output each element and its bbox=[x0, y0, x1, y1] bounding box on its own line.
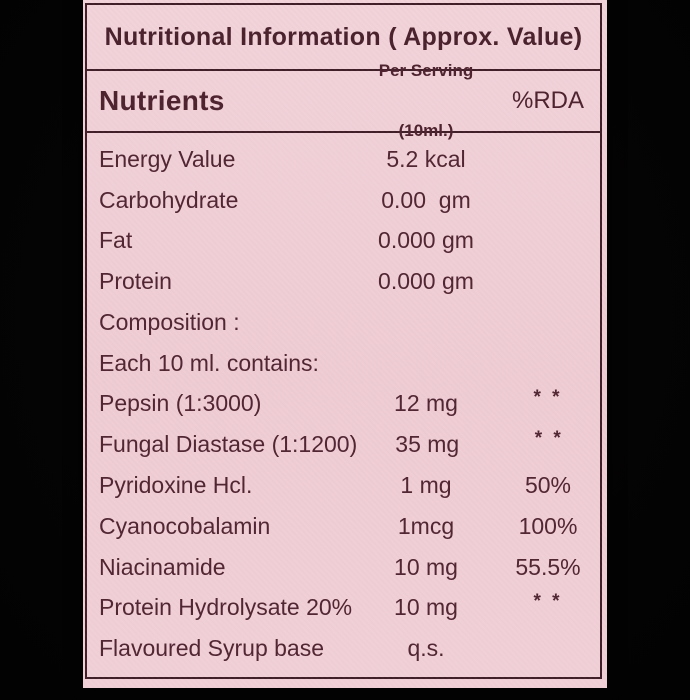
table-row: Each 10 ml. contains: bbox=[87, 343, 600, 384]
row-name: Protein bbox=[99, 268, 172, 295]
row-value: 12 mg bbox=[394, 390, 458, 417]
table-row: Fat 0.000 gm bbox=[87, 221, 600, 262]
row-name: Carbohydrate bbox=[99, 186, 239, 213]
row-value: 1 mg bbox=[400, 472, 452, 498]
row-rda: * * bbox=[534, 427, 564, 449]
row-name: Each 10 ml. contains: bbox=[99, 349, 319, 376]
row-name: Niacinamide bbox=[99, 553, 226, 580]
col-header-rda: %RDA bbox=[511, 87, 584, 114]
row-name: Fat bbox=[99, 227, 133, 254]
row-rda: * * bbox=[533, 590, 563, 612]
row-name: Pyridoxine Hcl. bbox=[99, 472, 253, 498]
table-row: Protein 0.000 gm bbox=[87, 261, 600, 302]
row-rda: * * bbox=[533, 386, 563, 408]
row-rda: 55.5% bbox=[515, 553, 581, 580]
row-name: Flavoured Syrup base bbox=[99, 635, 325, 662]
table-row: Pyridoxine Hcl. 1 mg 50% bbox=[87, 465, 600, 506]
row-rda: 50% bbox=[524, 472, 572, 498]
table-row: Carbohydrate 0.00 gm bbox=[87, 180, 600, 221]
row-name: Fungal Diastase (1:1200) bbox=[99, 431, 358, 458]
row-value: 5.2 kcal bbox=[386, 145, 466, 172]
row-name: Cyanocobalamin bbox=[99, 512, 271, 539]
row-value: q.s. bbox=[407, 635, 445, 662]
table-row: Fungal Diastase (1:1200) 35 mg * * bbox=[87, 424, 600, 465]
row-name: Composition : bbox=[99, 308, 240, 335]
table-row: Protein Hydrolysate 20% 10 mg * * bbox=[87, 587, 600, 628]
table-row: Composition : bbox=[87, 302, 600, 343]
nutrition-table: Nutritional Information ( Approx. Value)… bbox=[85, 3, 602, 679]
table-row: Pepsin (1:3000) 12 mg * * bbox=[87, 384, 600, 425]
table-row: Flavoured Syrup base q.s. bbox=[87, 628, 600, 669]
row-value: 0.000 gm bbox=[378, 227, 474, 254]
row-value: 10 mg bbox=[394, 594, 458, 621]
col-header-per-serving-line1: Per Serving bbox=[378, 61, 474, 80]
row-rda: 100% bbox=[518, 512, 578, 539]
page-title: Nutritional Information ( Approx. Value) bbox=[104, 22, 583, 51]
row-name: Pepsin (1:3000) bbox=[99, 390, 262, 417]
col-header-nutrients: Nutrients bbox=[99, 85, 225, 116]
row-value: 10 mg bbox=[394, 553, 458, 580]
label-title-row: Nutritional Information ( Approx. Value) bbox=[87, 5, 600, 71]
row-value: 35 mg bbox=[395, 431, 460, 458]
table-row: Energy Value 5.2 kcal bbox=[87, 139, 600, 180]
row-name: Protein Hydrolysate 20% bbox=[99, 594, 353, 621]
nutrition-rows: Energy Value 5.2 kcal Carbohydrate 0.00 … bbox=[87, 133, 600, 677]
col-header-per-serving: Per Serving (10ml.) bbox=[356, 21, 496, 181]
table-row: Niacinamide 10 mg 55.5% bbox=[87, 547, 600, 588]
row-value: 1mcg bbox=[397, 512, 455, 539]
row-value: 0.000 gm bbox=[378, 268, 474, 295]
nutrition-label: Nutritional Information ( Approx. Value)… bbox=[83, 0, 607, 688]
table-row: Cyanocobalamin 1mcg 100% bbox=[87, 506, 600, 547]
table-header: Nutrients Per Serving (10ml.) %RDA bbox=[87, 61, 600, 140]
row-name: Energy Value bbox=[99, 145, 236, 172]
col-header-per-serving-line2: (10ml.) bbox=[398, 121, 454, 140]
row-value: 0.00 gm bbox=[381, 186, 471, 213]
